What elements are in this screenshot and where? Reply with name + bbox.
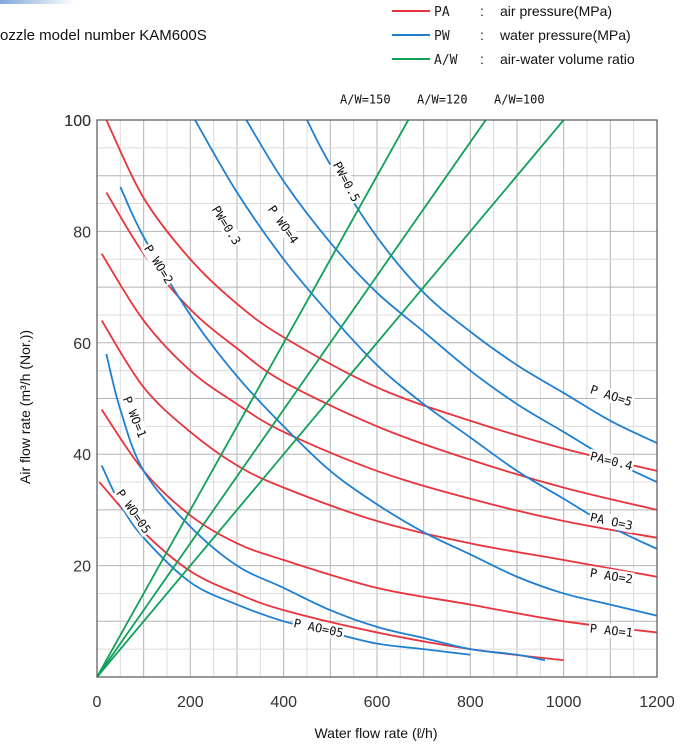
chart-title: ozzle model number KAM600S bbox=[0, 27, 207, 44]
y-tick-label: 80 bbox=[73, 224, 91, 241]
series-pa-0-4 bbox=[105, 191, 658, 511]
series-pa-0-2 bbox=[100, 320, 658, 578]
legend-colon: : bbox=[480, 51, 484, 67]
series-a-w-120 bbox=[96, 119, 487, 678]
annotation-pa-0-4: PA=0.4 bbox=[589, 449, 634, 473]
annotation-backing bbox=[140, 241, 177, 288]
y-tick-label: 100 bbox=[64, 113, 91, 130]
series-pw-0-2 bbox=[119, 186, 658, 617]
annotation-backing bbox=[329, 158, 364, 206]
series-a-w-100 bbox=[96, 119, 565, 678]
series-pw-0-1 bbox=[105, 353, 546, 662]
legend-desc-pa: air pressure(MPa) bbox=[500, 3, 612, 19]
plot-frame bbox=[96, 119, 658, 678]
y-tick-label: 100 bbox=[64, 113, 91, 130]
legend: PA: air pressure(MPa) PW: water pressure(MP… bbox=[392, 3, 635, 68]
legend-desc-a-w: air-water volume ratio bbox=[500, 51, 635, 67]
annotation-backing bbox=[112, 486, 155, 538]
series-pa-0-1 bbox=[100, 409, 658, 634]
series-pa-0-3 bbox=[100, 253, 658, 539]
legend-code-a-w: A/W bbox=[434, 53, 458, 68]
annotation-backing bbox=[587, 448, 636, 474]
annotation-p-ao-5: P AO=5 bbox=[588, 382, 634, 409]
annotation-p-wo-05: P WO=05 bbox=[113, 487, 153, 536]
legend-code-pw: PW bbox=[434, 29, 450, 44]
annotation-backing bbox=[291, 615, 346, 641]
annotation-backing bbox=[208, 202, 245, 249]
series-a-w-150 bbox=[96, 119, 410, 678]
annotation-p-wo-1: P WO=1 bbox=[120, 394, 149, 439]
x-tick-label: 600 bbox=[364, 694, 391, 711]
series-pw-0-05 bbox=[100, 464, 471, 656]
annotation-backing bbox=[587, 565, 635, 587]
legend-desc-pw: water pressure(MPa) bbox=[499, 27, 631, 43]
legend-colon: : bbox=[480, 27, 484, 43]
y-axis-label: Air flow rate (m³/h (Nor.)) bbox=[17, 330, 33, 484]
series-pa-0-5 bbox=[105, 119, 658, 472]
x-tick-label: 200 bbox=[177, 694, 204, 711]
x-tick-label: 1000 bbox=[546, 694, 582, 711]
x-tick-label: 1200 bbox=[639, 694, 675, 711]
legend-code-pa: PA bbox=[434, 5, 450, 20]
annotation-backing bbox=[587, 382, 635, 410]
series-pw-0-3 bbox=[194, 119, 658, 550]
x-tick-label: 0 bbox=[93, 694, 102, 711]
x-axis-label: Water flow rate (ℓ/h) bbox=[314, 725, 437, 741]
x-tick-label: 400 bbox=[270, 694, 297, 711]
annotation-p-ao-2: P AO=2 bbox=[589, 566, 634, 587]
annotation-backing bbox=[587, 510, 636, 534]
x-tick-label: 800 bbox=[457, 694, 484, 711]
legend-colon: : bbox=[480, 3, 484, 19]
title-accent-bar bbox=[0, 0, 75, 4]
annotation-a-w-120: A/W=120 bbox=[417, 92, 468, 106]
y-tick-label: 20 bbox=[73, 559, 91, 576]
annotation-backing bbox=[588, 621, 635, 641]
annotation-a-w-100: A/W=100 bbox=[494, 92, 545, 106]
y-tick-label: 60 bbox=[73, 336, 91, 353]
series-pw-0-4 bbox=[245, 119, 658, 483]
curves bbox=[96, 119, 658, 678]
y-tick-label: 40 bbox=[73, 447, 91, 464]
annotation-backing bbox=[119, 393, 150, 441]
plot-border bbox=[96, 119, 658, 678]
annotation-backing bbox=[264, 201, 302, 248]
annotation-pw-0-5: PW=0.5 bbox=[330, 159, 363, 204]
annotation-p-wo-2: P WO=2 bbox=[141, 242, 176, 286]
annotation-a-w-150: A/W=150 bbox=[340, 92, 391, 106]
annotation-p-ao-1: P AO=1 bbox=[589, 622, 634, 640]
